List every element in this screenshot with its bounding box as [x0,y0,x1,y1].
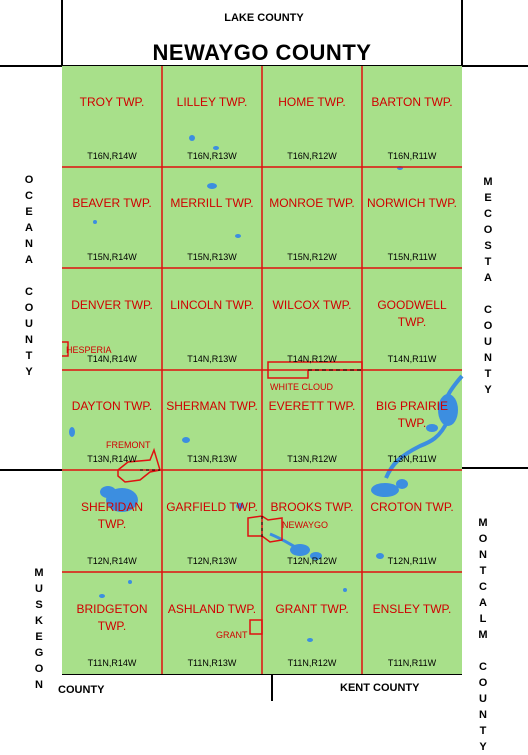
township-code: T14N,R11W [387,354,437,364]
river-south [269,532,306,554]
township-code: T16N,R12W [287,151,337,161]
township-name: ENSLEY TWP. [372,601,452,616]
township-name: CROTON TWP. [370,499,454,514]
township-name: SHERIDAN TWP. [80,499,143,531]
township-code: T11N,R13W [187,658,237,668]
township-code: T15N,R13W [187,252,237,262]
township-code: T15N,R11W [387,252,437,262]
township-name: GARFIELD TWP. [166,499,258,514]
township-name: MERRILL TWP. [170,196,254,211]
township-code: T12N,R11W [387,556,437,566]
township-code: T13N,R14W [87,454,137,464]
township-code: T15N,R14W [87,252,137,262]
township-code: T11N,R12W [287,658,337,668]
city-hesperia: HESPERIA [66,345,112,355]
city-white-cloud: WHITE CLOUD [270,382,333,392]
township-code: T16N,R14W [87,151,137,161]
township-name: EVERETT TWP. [268,399,356,413]
township-code: T15N,R12W [287,252,337,262]
township-code: T13N,R12W [287,454,337,464]
township-code: T11N,R14W [87,658,137,668]
township-name: SHERMAN TWP. [166,399,258,413]
township-name: HOME TWP. [278,95,346,110]
township-code: T14N,R13W [187,354,237,364]
township-code: T16N,R11W [387,151,437,161]
township-name: BEAVER TWP. [72,196,152,211]
township-code: T11N,R11W [387,658,437,668]
township-code: T16N,R13W [187,151,237,161]
township-code: T13N,R11W [387,454,437,464]
township-name: GRANT TWP. [275,601,349,616]
muskegon-county-suffix: COUNTY [58,684,105,696]
township-name: TROY TWP. [79,95,145,110]
township-code: T12N,R14W [87,556,137,566]
township-code: T12N,R13W [187,556,237,566]
township-code: T12N,R12W [287,556,337,566]
county-map [0,0,528,701]
township-name: BROOKS TWP. [270,499,354,514]
city-fremont: FREMONT [106,440,151,450]
township-name: DENVER TWP. [71,297,153,312]
township-name: DAYTON TWP. [71,399,153,413]
city-newaygo: NEWAYGO [282,520,329,530]
township-name: GOODWELL TWP. [377,297,447,329]
township-name: BIG PRAIRIE TWP. [375,399,449,430]
township-name: BARTON TWP. [371,95,453,110]
township-name: LINCOLN TWP. [170,297,254,312]
map-title: NEWAYGO COUNTY [152,40,372,65]
township-name: BRIDGETON TWP. [76,601,148,633]
township-code: T14N,R12W [287,354,337,364]
lakes-and-rivers [69,135,458,642]
township-code: T13N,R13W [187,454,237,464]
township-code: T14N,R14W [87,354,137,364]
township-name: WILCOX TWP. [272,297,352,312]
township-name: NORWICH TWP. [366,196,457,211]
muskegon-river [384,374,464,479]
city-grant: GRANT [216,630,248,640]
kent-county-label: KENT COUNTY [340,682,420,694]
township-name: LILLEY TWP. [176,95,248,110]
lake-county-label: LAKE COUNTY [224,12,304,24]
township-name: MONROE TWP. [269,196,355,211]
township-name: ASHLAND TWP. [167,601,257,616]
